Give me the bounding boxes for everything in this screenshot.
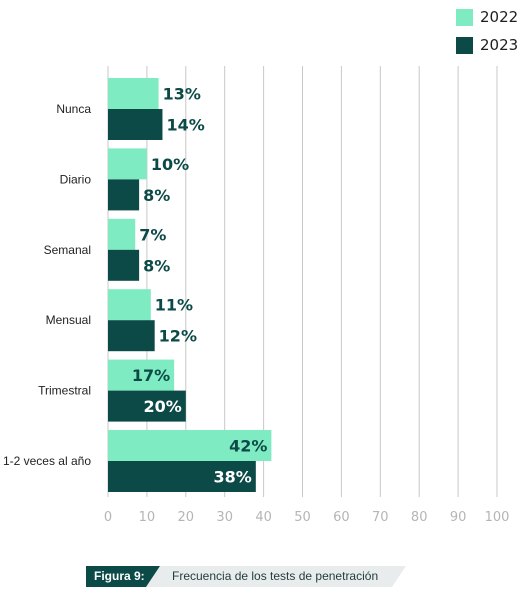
- data-label: 42%: [229, 437, 267, 456]
- bar-2022: [108, 218, 136, 250]
- bar-2023: [108, 179, 140, 211]
- category-label: Mensual: [46, 313, 91, 327]
- legend-swatch-2022: [456, 9, 473, 26]
- x-tick-label: 70: [372, 510, 389, 525]
- x-tick-label: 20: [178, 510, 195, 525]
- x-tick-label: 80: [411, 510, 428, 525]
- bar-2022: [108, 359, 175, 391]
- category-labels: Nunca Diario Semanal Mensual Trimestral 1-2 v…: [3, 102, 91, 468]
- x-tick-label: 90: [450, 510, 467, 525]
- x-tick-label: 60: [333, 510, 350, 525]
- data-label: 12%: [159, 327, 197, 346]
- bar-2022: [108, 289, 151, 321]
- category-label: Nunca: [56, 102, 91, 116]
- data-label: 8%: [143, 256, 170, 275]
- x-tick-label: 100: [485, 510, 510, 525]
- legend-swatch-2023: [456, 37, 473, 54]
- data-label: 38%: [214, 468, 252, 487]
- bar-2023: [108, 461, 256, 492]
- legend-label-2022: 2022: [480, 8, 519, 26]
- bar-2023: [108, 109, 163, 140]
- bar-2023: [108, 249, 140, 281]
- data-label: 11%: [155, 296, 193, 315]
- figure-caption: Figura 9: Frecuencia de los tests de pen…: [86, 566, 406, 587]
- data-labels: 13% 14% 10% 8% 7% 8% 11% 12% 17% 20% 42% 38%: [132, 85, 268, 487]
- bar-2023: [108, 390, 186, 422]
- caption-label: Figura 9:: [86, 566, 160, 587]
- category-label: Diario: [60, 172, 92, 186]
- data-label: 7%: [139, 225, 166, 244]
- category-label: Semanal: [44, 243, 91, 257]
- x-tick-label: 30: [216, 510, 233, 525]
- data-label: 10%: [151, 155, 189, 174]
- data-label: 14%: [166, 116, 204, 135]
- bar-2022: [108, 148, 147, 180]
- x-tick-label: 50: [294, 510, 311, 525]
- x-tick-label: 10: [139, 510, 156, 525]
- bars: [108, 78, 272, 492]
- data-label: 20%: [144, 397, 182, 416]
- category-label: Trimestral: [38, 384, 91, 398]
- x-tick-labels: 0 10 20 30 40 50 60 70 80 90 100: [104, 510, 510, 525]
- x-tick-label: 40: [255, 510, 272, 525]
- data-label: 17%: [132, 366, 170, 385]
- data-label: 8%: [143, 186, 170, 205]
- bar-2022: [108, 78, 159, 109]
- bar-2022: [108, 430, 272, 461]
- category-label: 1-2 veces al año: [3, 454, 91, 468]
- caption-background: [146, 566, 406, 587]
- data-label: 13%: [163, 85, 201, 104]
- legend-label-2023: 2023: [480, 36, 519, 54]
- caption-text: Frecuencia de los tests de penetración: [172, 569, 379, 583]
- x-tick-label: 0: [104, 510, 112, 525]
- bar-2023: [108, 320, 155, 352]
